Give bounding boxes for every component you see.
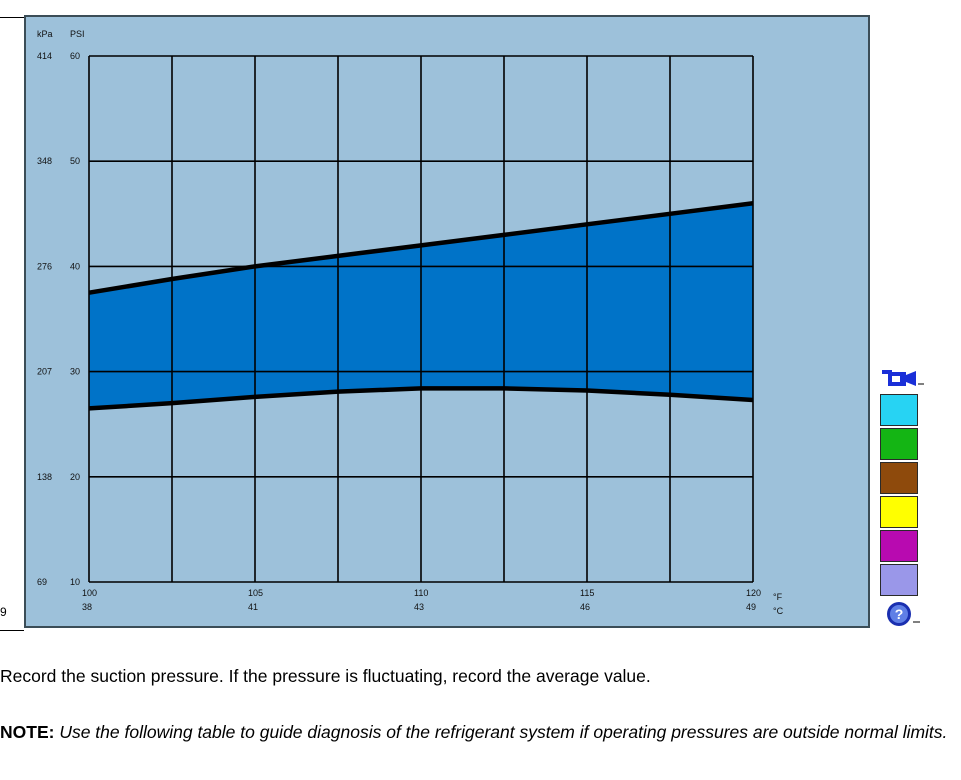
color-swatch-4[interactable] (880, 496, 918, 528)
pressure-chart: kPa PSI 69 10 138 20 207 30 276 40 348 50 414 60 100 38… (37, 29, 784, 616)
camera-icon[interactable] (880, 366, 924, 390)
y-tick-label-kpa: 138 (37, 472, 52, 482)
lower-limit-line (88, 386, 754, 411)
x-unit-f-label: °F (773, 592, 783, 602)
note-paragraph: NOTE: Use the following table to guide d… (0, 720, 961, 744)
y-tick-label-kpa: 276 (37, 261, 52, 271)
y-tick-label-psi: 40 (70, 261, 80, 271)
color-swatch-2[interactable] (880, 428, 918, 460)
note-label: NOTE: (0, 722, 55, 742)
x-unit-c-label: °C (773, 606, 784, 616)
x-tick-label-f: 100 (82, 588, 97, 598)
x-tick-label-c: 38 (82, 602, 92, 612)
left-border-line (0, 17, 24, 18)
y-tick-label-psi: 20 (70, 472, 80, 482)
y-tick-label-psi: 50 (70, 156, 80, 166)
color-swatch-6[interactable] (880, 564, 918, 596)
y-tick-label-psi: 60 (70, 51, 80, 61)
x-tick-label-c: 41 (248, 602, 258, 612)
color-swatch-3[interactable] (880, 462, 918, 494)
y-unit-kpa-label: kPa (37, 29, 53, 39)
x-tick-label-f: 115 (580, 588, 594, 598)
x-tick-label-c: 43 (414, 602, 424, 612)
y-tick-label-psi: 30 (70, 367, 80, 377)
color-swatch-1[interactable] (880, 394, 918, 426)
color-palette: ? (878, 366, 924, 632)
y-unit-psi-label: PSI (70, 29, 85, 39)
x-tick-label-c: 46 (580, 602, 590, 612)
chart-panel: kPa PSI 69 10 138 20 207 30 276 40 348 50 414 60 100 38… (24, 15, 870, 628)
help-icon[interactable]: ? (884, 600, 924, 628)
y-tick-label-kpa: 414 (37, 51, 52, 61)
y-tick-label-psi: 10 (70, 577, 80, 587)
y-tick-label-kpa: 69 (37, 577, 47, 587)
color-swatch-5[interactable] (880, 530, 918, 562)
x-tick-label-f: 105 (248, 588, 263, 598)
instruction-text: Record the suction pressure. If the pres… (0, 666, 651, 686)
x-tick-label-f: 110 (414, 588, 428, 598)
x-tick-label-f: 120 (746, 588, 761, 598)
partial-figure-number: 9 (0, 605, 7, 619)
note-text: Use the following table to guide diagnos… (54, 722, 948, 742)
svg-text:?: ? (895, 606, 904, 622)
x-tick-label-c: 49 (746, 602, 756, 612)
y-tick-label-kpa: 207 (37, 367, 52, 377)
left-border-line-bottom (0, 630, 24, 631)
upper-limit-line (88, 201, 754, 295)
y-tick-label-kpa: 348 (37, 156, 52, 166)
